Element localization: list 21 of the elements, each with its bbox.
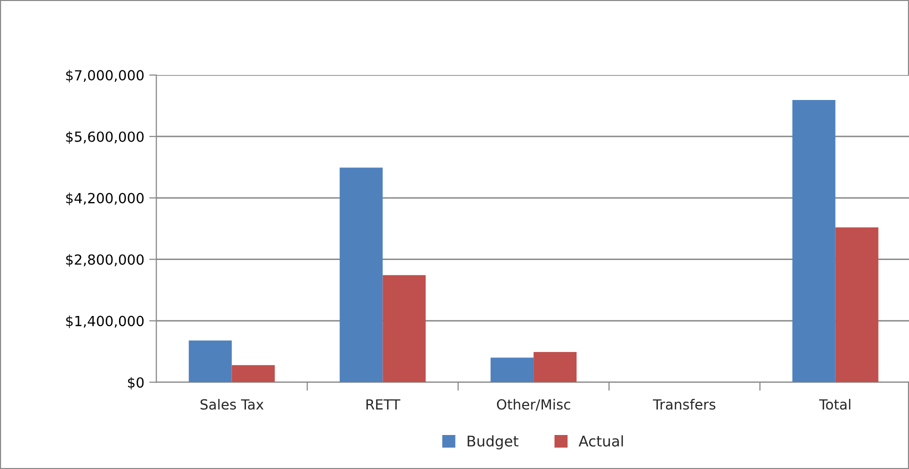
bar <box>490 358 534 382</box>
y-tick-label: $0 <box>128 376 144 390</box>
x-tick-label: Transfers <box>652 398 716 410</box>
y-tick-label: $4,200,000 <box>66 192 144 206</box>
legend-label: Actual <box>578 435 623 447</box>
bar <box>382 275 426 382</box>
bar <box>792 100 836 382</box>
bar <box>340 168 383 382</box>
x-tick-label: RETT <box>366 399 400 410</box>
legend-label: Budget <box>468 435 518 450</box>
y-tick-label: $1,400,000 <box>66 316 144 328</box>
bar <box>534 352 577 382</box>
x-tick-label: Sales Tax <box>200 398 264 410</box>
bar <box>835 227 878 382</box>
y-tick-label: $7,000,000 <box>66 70 144 82</box>
x-tick-label: Other/Misc <box>496 398 570 411</box>
y-tick-label: $5,600,000 <box>66 131 144 144</box>
y-tick-label: $2,800,000 <box>66 254 144 267</box>
x-tick-label: Total <box>819 398 850 410</box>
bar <box>232 365 275 382</box>
bar <box>188 340 232 382</box>
